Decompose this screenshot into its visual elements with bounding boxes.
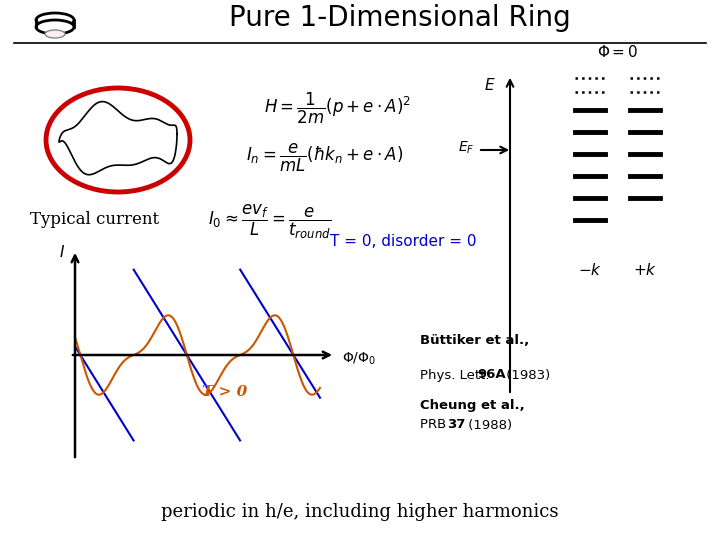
Text: T = 0, disorder = 0: T = 0, disorder = 0 xyxy=(330,234,477,249)
Text: $H = \dfrac{1}{2m}(p + e \cdot A)^2$: $H = \dfrac{1}{2m}(p + e \cdot A)^2$ xyxy=(264,90,412,126)
Text: Büttiker et al.,: Büttiker et al., xyxy=(420,334,529,347)
Text: periodic in h/e, including higher harmonics: periodic in h/e, including higher harmon… xyxy=(161,503,559,521)
Ellipse shape xyxy=(36,20,74,34)
Text: $I_n = \dfrac{e}{mL}(\hbar k_n + e \cdot A)$: $I_n = \dfrac{e}{mL}(\hbar k_n + e \cdot… xyxy=(246,142,403,174)
Text: (1988): (1988) xyxy=(464,418,512,431)
Text: $\Phi/\Phi_0$: $\Phi/\Phi_0$ xyxy=(342,351,376,367)
Text: $- k$: $- k$ xyxy=(578,262,602,278)
Text: $E_F$: $E_F$ xyxy=(457,140,474,156)
Text: $+k$: $+k$ xyxy=(633,262,657,278)
Ellipse shape xyxy=(36,13,74,27)
Text: $I$: $I$ xyxy=(59,244,65,260)
Text: (1983): (1983) xyxy=(502,368,550,381)
Text: $E$: $E$ xyxy=(485,77,496,93)
Text: Phys. Lett.: Phys. Lett. xyxy=(420,368,494,381)
Text: Cheung et al.,: Cheung et al., xyxy=(420,399,525,411)
Ellipse shape xyxy=(45,30,65,38)
Text: $I_0 \approx \dfrac{ev_f}{L} = \dfrac{e}{t_{round}}$: $I_0 \approx \dfrac{ev_f}{L} = \dfrac{e}… xyxy=(208,203,332,241)
Text: T > 0: T > 0 xyxy=(202,385,248,399)
Text: Typical current: Typical current xyxy=(30,212,159,228)
Text: $\Phi = 0$: $\Phi = 0$ xyxy=(597,44,638,60)
Text: 37: 37 xyxy=(447,418,465,431)
Text: 96A: 96A xyxy=(477,368,505,381)
Text: Pure 1-Dimensional Ring: Pure 1-Dimensional Ring xyxy=(229,4,571,32)
Text: PRB: PRB xyxy=(420,418,451,431)
